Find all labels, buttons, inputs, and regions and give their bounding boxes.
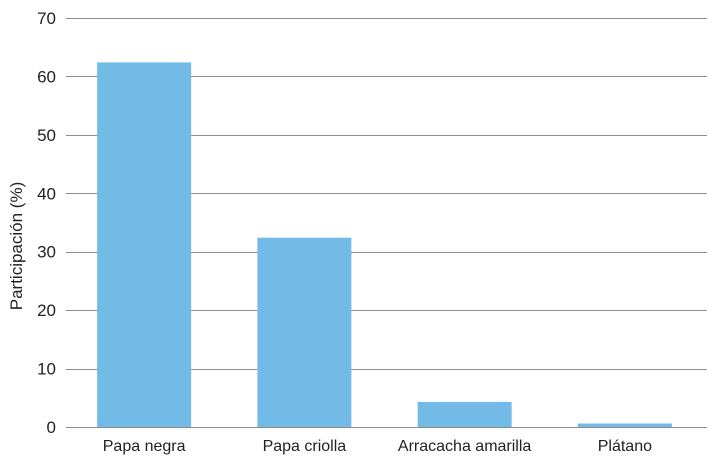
bar-arracacha-amarilla [417, 401, 512, 427]
y-tick-label: 40 [37, 184, 56, 203]
y-tick-label: 10 [37, 360, 56, 379]
x-category-label: Papa criolla [263, 438, 347, 455]
bars [97, 62, 672, 428]
x-category-label: Papa negra [103, 438, 186, 455]
bar-plátano [577, 423, 672, 427]
y-tick-label: 60 [37, 67, 56, 86]
y-axis-title: Participación (%) [7, 182, 26, 311]
y-tick-label: 50 [37, 126, 56, 145]
x-category-labels: Papa negra Papa criolla Arracacha amarilla… [103, 438, 652, 455]
x-category-label: Plátano [598, 438, 652, 455]
y-tick-label: 0 [47, 418, 56, 437]
bar-papa-criolla [257, 237, 352, 427]
y-tick-label: 20 [37, 301, 56, 320]
y-tick-labels: 0 10 20 30 40 50 60 70 [37, 9, 56, 437]
y-tick-label: 30 [37, 243, 56, 262]
y-tick-label: 70 [37, 9, 56, 28]
x-category-label: Arracacha amarilla [398, 438, 531, 455]
bar-papa-negra [97, 62, 192, 428]
